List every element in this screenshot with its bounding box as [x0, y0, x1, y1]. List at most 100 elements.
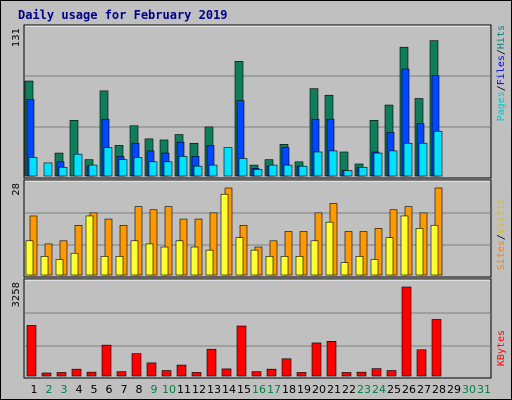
day-label: 23 — [357, 383, 371, 396]
bottom-legend-item: KBytes — [496, 330, 507, 366]
middle-legend-item: / — [496, 234, 507, 240]
day-label: 12 — [192, 383, 206, 396]
kbytes-bar — [311, 342, 322, 377]
sites-bar — [149, 209, 158, 276]
pages-bar — [58, 166, 68, 177]
visits-bar — [70, 252, 79, 276]
sites-bar — [209, 212, 218, 276]
pages-bar — [313, 151, 323, 177]
day-label: 14 — [222, 383, 236, 396]
visits-bar — [340, 262, 349, 276]
sites-bar — [104, 218, 113, 276]
day-label: 5 — [91, 383, 98, 396]
pages-bar — [253, 169, 263, 177]
pages-bar — [268, 164, 278, 177]
day-label: 16 — [252, 383, 266, 396]
kbytes-bar — [326, 341, 337, 377]
pages-bar — [388, 150, 398, 177]
day-label: 27 — [417, 383, 431, 396]
kbytes-bar — [386, 370, 397, 377]
sites-bar — [284, 231, 293, 276]
pages-bar — [43, 162, 53, 177]
pages-bar — [118, 159, 128, 177]
day-label: 2 — [46, 383, 53, 396]
day-label: 17 — [267, 383, 281, 396]
visits-bar — [115, 256, 124, 276]
top-legend-item: / — [496, 85, 507, 91]
day-label: 8 — [136, 383, 143, 396]
visits-bar — [295, 256, 304, 276]
visits-bar — [400, 215, 409, 276]
sites-bar — [119, 224, 128, 276]
day-label: 29 — [447, 383, 461, 396]
day-label: 11 — [177, 383, 191, 396]
kbytes-bar — [281, 358, 292, 377]
day-label: 26 — [402, 383, 416, 396]
top-max-label: 131 — [11, 28, 22, 47]
pages-bar — [28, 157, 38, 177]
day-label: 6 — [106, 383, 113, 396]
top-legend: Pages/Files/Hits — [496, 25, 507, 121]
sites-bar — [74, 224, 83, 276]
kbytes-bar — [296, 372, 307, 377]
pages-bar — [88, 164, 98, 177]
visits-bar — [310, 240, 319, 276]
visits-bar — [85, 215, 94, 276]
kbytes-bar — [176, 364, 187, 377]
day-label: 22 — [342, 383, 356, 396]
day-label: 18 — [282, 383, 296, 396]
day-label: 9 — [151, 383, 158, 396]
chart-title: Daily usage for February 2019 — [18, 8, 228, 22]
kbytes-bar — [191, 372, 202, 377]
kbytes-bar — [116, 371, 127, 377]
visits-bar — [265, 256, 274, 276]
kbytes-bar — [161, 370, 172, 377]
middle-legend-item: Sites — [496, 240, 507, 270]
kbytes-bar — [416, 349, 427, 377]
visits-bar — [100, 256, 109, 276]
sites-bar — [164, 206, 173, 276]
kbytes-bar — [41, 372, 52, 377]
visits-bar — [130, 240, 139, 276]
pages-bar — [193, 165, 203, 177]
kbytes-bar — [371, 368, 382, 377]
pages-bar — [433, 130, 443, 177]
pages-bar — [403, 142, 413, 177]
sites-bar — [299, 231, 308, 276]
kbytes-bar — [341, 372, 352, 377]
pages-bar — [148, 161, 158, 177]
bottom-legend: KBytes — [496, 330, 507, 366]
kbytes-bar — [101, 344, 112, 377]
kbytes-bar — [251, 371, 262, 377]
middle-max-label: 28 — [11, 183, 22, 196]
kbytes-bar — [146, 362, 157, 377]
visits-bar — [160, 246, 169, 276]
kbytes-bar — [236, 325, 247, 377]
visits-bar — [40, 256, 49, 276]
kbytes-bar — [401, 286, 412, 377]
pages-bar — [343, 170, 353, 177]
pages-bar — [163, 161, 173, 177]
kbytes-bar — [431, 319, 442, 377]
visits-bar — [280, 256, 289, 276]
visits-bar — [370, 259, 379, 276]
pages-bar — [358, 166, 368, 177]
day-label: 21 — [327, 383, 341, 396]
visits-bar — [430, 224, 439, 276]
visits-bar — [385, 237, 394, 276]
kbytes-bar — [56, 372, 67, 377]
day-label: 3 — [61, 383, 68, 396]
day-label: 20 — [312, 383, 326, 396]
kbytes-bar — [221, 368, 232, 377]
day-label: 24 — [372, 383, 386, 396]
pages-bar — [418, 142, 428, 177]
day-label: 10 — [162, 383, 176, 396]
day-label: 4 — [76, 383, 83, 396]
top-legend-item: / — [496, 49, 507, 55]
middle-legend-item: Visits — [496, 198, 507, 234]
kbytes-bar — [26, 325, 37, 377]
day-label: 31 — [477, 383, 491, 396]
sites-bar — [359, 231, 368, 276]
top-legend-item: Pages — [496, 91, 507, 121]
